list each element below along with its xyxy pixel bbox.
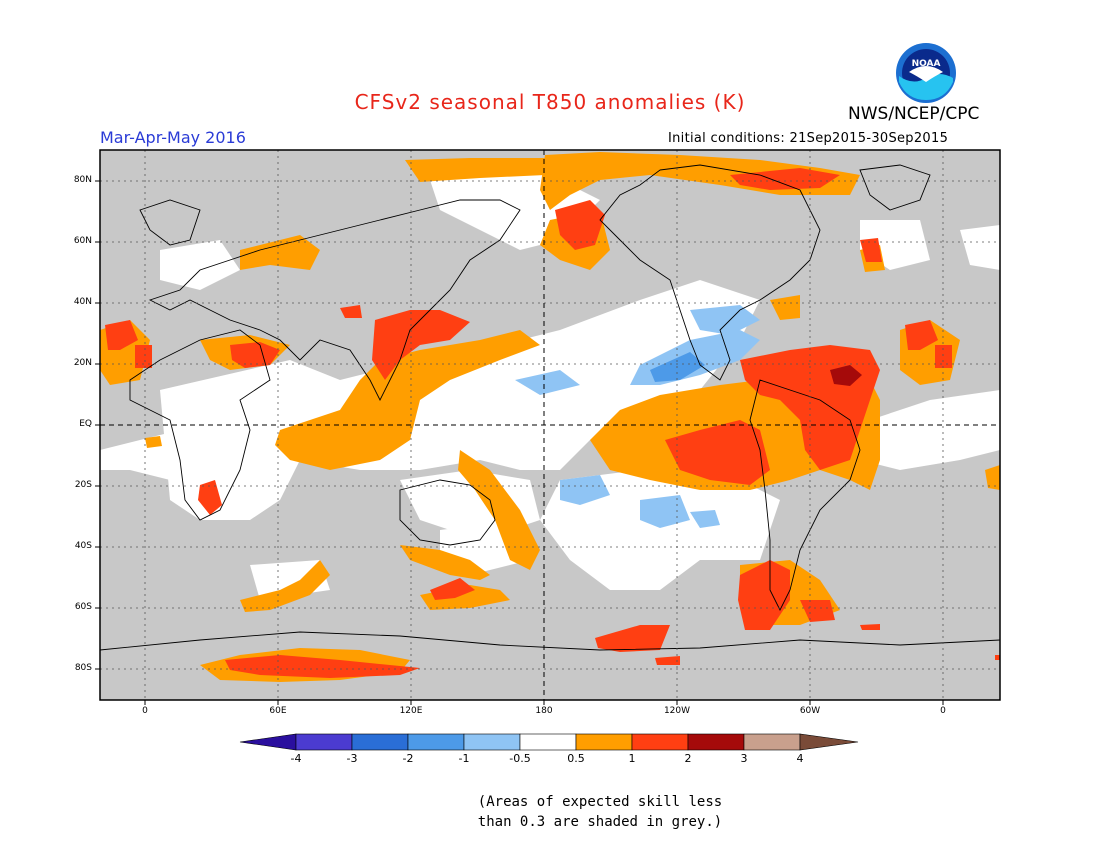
colorbar-swatch <box>407 733 465 751</box>
skill-note: (Areas of expected skill less than 0.3 a… <box>470 792 730 832</box>
lat-label-60n: 60N <box>73 236 92 246</box>
colorbar <box>239 733 859 751</box>
colorbar-arrow-left <box>239 733 297 751</box>
lat-label-60s: 60S <box>74 602 92 612</box>
colorbar-swatch <box>351 733 409 751</box>
colorbar-swatch <box>575 733 633 751</box>
lat-label-40n: 40N <box>73 297 92 307</box>
colorbar-swatch <box>295 733 353 751</box>
colorbar-tick-label: -1 <box>458 752 470 765</box>
season-label: Mar-Apr-May 2016 <box>100 128 246 147</box>
lon-label-0-left: 0 <box>142 706 148 716</box>
equator-dateline <box>100 150 1000 700</box>
colorbar-swatch <box>631 733 689 751</box>
colorbar-swatch <box>743 733 801 751</box>
lat-label-20n: 20N <box>73 358 92 368</box>
lon-label-0-right: 0 <box>940 706 946 716</box>
lat-label-80n: 80N <box>73 175 92 185</box>
colorbar-swatch <box>519 733 577 751</box>
gridlines <box>100 150 1000 700</box>
map-field <box>100 150 1000 700</box>
lon-label-60e: 60E <box>269 706 287 716</box>
cool-regions-dark <box>650 352 705 382</box>
initial-conditions-label: Initial conditions: 21Sep2015-30Sep2015 <box>668 131 949 146</box>
lat-label-40s: 40S <box>74 541 92 551</box>
colorbar-tick-label: -3 <box>346 752 358 765</box>
warm-regions-2-3 <box>830 365 862 386</box>
lat-label-80s: 80S <box>74 663 92 673</box>
colorbar-swatch <box>463 733 521 751</box>
lat-label-20s: 20S <box>74 480 92 490</box>
tick-marks <box>95 180 944 705</box>
noaa-logo: NOAA <box>896 43 956 103</box>
colorbar-tick-label: 4 <box>796 752 804 765</box>
colorbar-tick-label: 1 <box>628 752 636 765</box>
lat-label-eq: EQ <box>79 419 92 429</box>
lon-label-180: 180 <box>535 706 553 716</box>
coastlines <box>100 164 1000 651</box>
colorbar-tick-label: 0.5 <box>567 752 585 765</box>
noaa-logo-text: NOAA <box>912 59 941 69</box>
colorbar-swatch <box>687 733 745 751</box>
skill-note-line1: (Areas of expected skill less <box>477 794 723 810</box>
skill-note-line2: than 0.3 are shaded in grey.) <box>477 814 723 830</box>
agency-label: NWS/NCEP/CPC <box>848 104 980 124</box>
colorbar-arrow-right <box>799 733 859 751</box>
colorbar-tick-label: 3 <box>740 752 748 765</box>
colorbar-tick-label: -2 <box>402 752 414 765</box>
lon-label-120e: 120E <box>399 706 423 716</box>
colorbar-tick-label: -0.5 <box>509 752 531 765</box>
colorbar-tick-label: -4 <box>290 752 302 765</box>
lon-label-120w: 120W <box>663 706 691 716</box>
colorbar-tick-label: 2 <box>684 752 692 765</box>
lon-label-60w: 60W <box>799 706 821 716</box>
map-title: CFSv2 seasonal T850 anomalies (K) <box>354 90 746 114</box>
